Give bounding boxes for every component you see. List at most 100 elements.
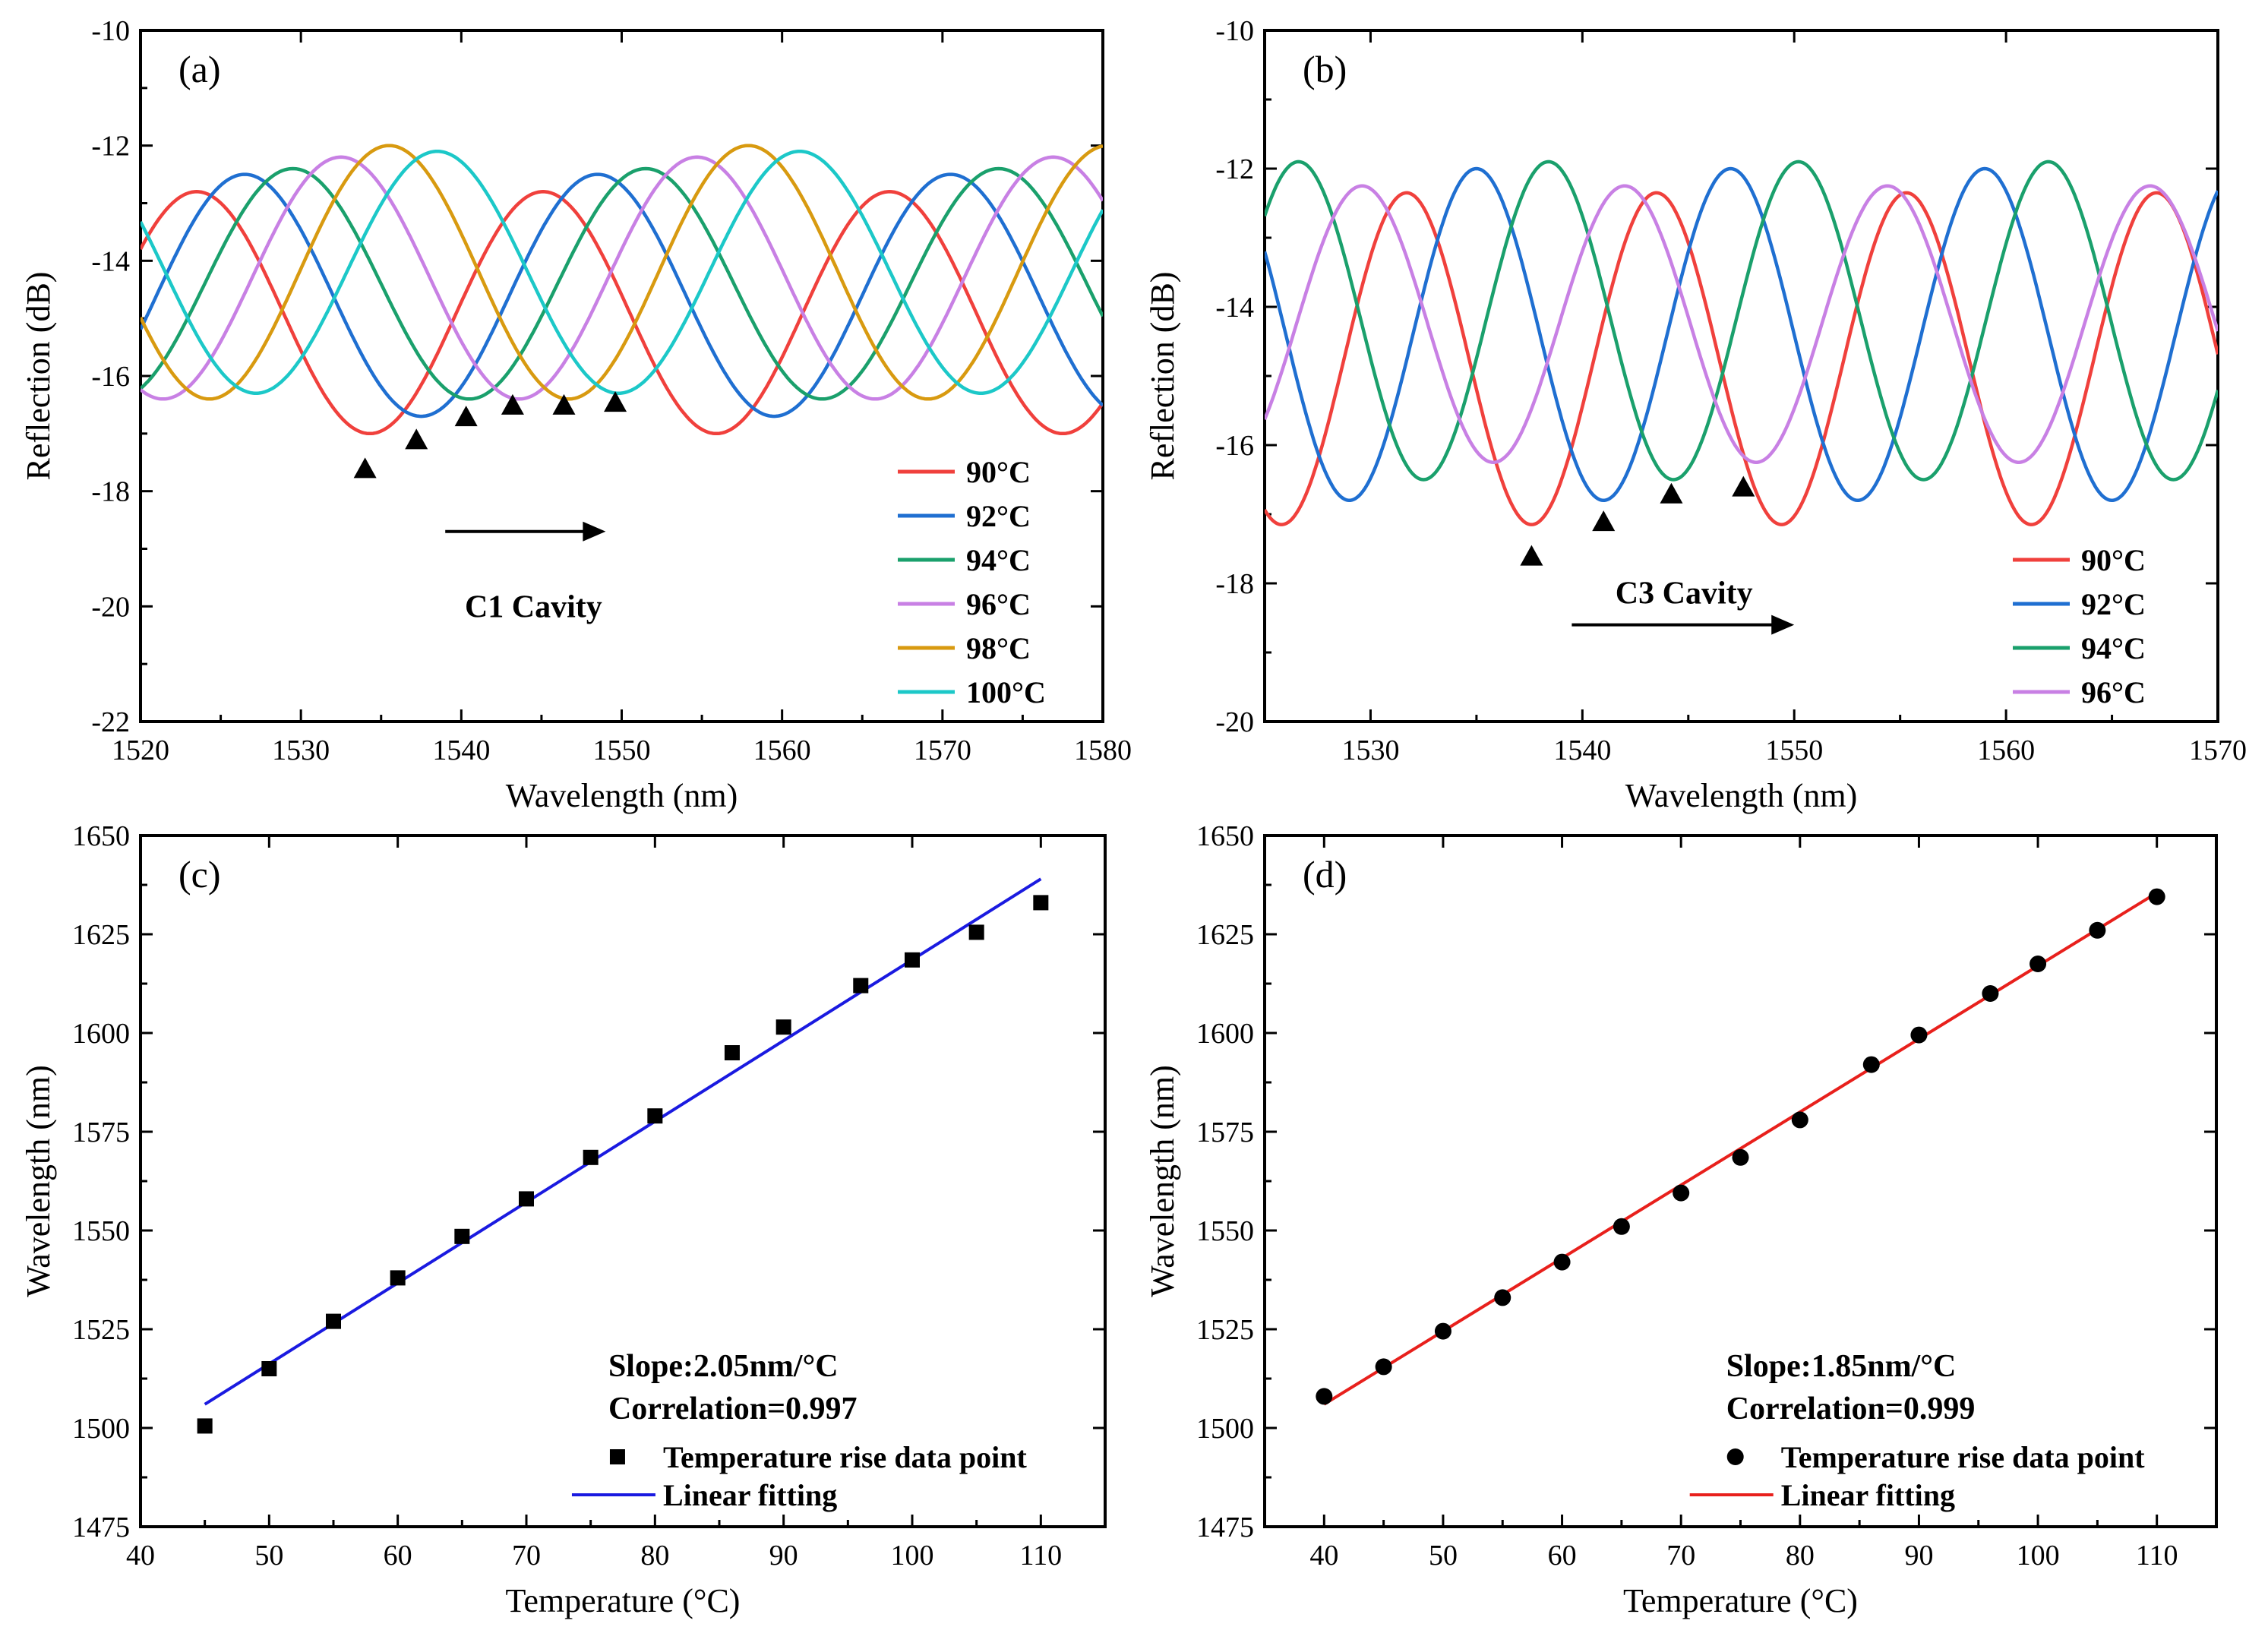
data-point bbox=[1553, 1253, 1571, 1271]
x-tick-label: 60 bbox=[384, 1540, 412, 1572]
y-tick-label: 1650 bbox=[72, 820, 130, 852]
legend-label: 100°C bbox=[966, 675, 1046, 709]
x-tick-label: 1560 bbox=[753, 734, 811, 766]
data-point bbox=[1862, 1056, 1880, 1073]
data-point bbox=[1613, 1218, 1630, 1235]
y-tick-label: 1600 bbox=[72, 1018, 130, 1050]
panel-label: (a) bbox=[178, 48, 221, 90]
fit-line bbox=[1323, 891, 2158, 1406]
x-axis-label: Wavelength (nm) bbox=[1625, 777, 1858, 814]
y-tick-label: -14 bbox=[1215, 292, 1254, 324]
x-tick-label: 80 bbox=[640, 1540, 669, 1572]
y-tick-label: -14 bbox=[91, 245, 130, 277]
x-tick-label: 1550 bbox=[593, 734, 651, 766]
arrow-head bbox=[1771, 614, 1795, 635]
y-tick-label: -10 bbox=[91, 15, 130, 47]
legend-label: Temperature rise data point bbox=[1781, 1440, 2146, 1474]
x-tick-label: 40 bbox=[126, 1540, 155, 1572]
data-point bbox=[326, 1313, 341, 1329]
x-tick-label: 1560 bbox=[1977, 734, 2035, 766]
x-tick-label: 110 bbox=[2136, 1540, 2178, 1572]
x-tick-label: 90 bbox=[1904, 1540, 1933, 1572]
x-axis-label: Wavelength (nm) bbox=[506, 777, 738, 814]
x-tick-label: 1520 bbox=[112, 734, 169, 766]
data-point bbox=[2089, 921, 2106, 939]
dip-marker bbox=[552, 393, 576, 415]
y-tick-label: 1550 bbox=[72, 1215, 130, 1247]
legend-label: Linear fitting bbox=[1781, 1478, 1955, 1512]
y-axis-label: Wavelength (nm) bbox=[20, 1065, 57, 1297]
y-tick-label: 1575 bbox=[1196, 1117, 1254, 1148]
dip-marker bbox=[1592, 510, 1616, 532]
spectrum-curve bbox=[141, 155, 1103, 401]
y-tick-label: -16 bbox=[91, 361, 130, 393]
legend-label: 98°C bbox=[966, 631, 1031, 665]
y-tick-label: -18 bbox=[1215, 568, 1254, 600]
x-tick-label: 1530 bbox=[1341, 734, 1399, 766]
dip-marker bbox=[1732, 475, 1755, 497]
spectrum-curve bbox=[1265, 184, 2218, 465]
legend-label: 92°C bbox=[2081, 587, 2146, 621]
data-point bbox=[1033, 895, 1049, 911]
data-point bbox=[968, 924, 984, 940]
data-point bbox=[647, 1108, 663, 1124]
x-tick-label: 50 bbox=[254, 1540, 283, 1572]
x-axis-label: Temperature (°C) bbox=[1623, 1582, 1858, 1619]
legend-label: 96°C bbox=[2081, 675, 2146, 709]
y-tick-label: 1475 bbox=[1196, 1512, 1254, 1543]
cavity-label: C3 Cavity bbox=[1616, 577, 1753, 611]
x-tick-label: 100 bbox=[891, 1540, 934, 1572]
data-point bbox=[1494, 1289, 1511, 1306]
legend-label: Temperature rise data point bbox=[663, 1440, 1028, 1474]
dip-marker bbox=[604, 391, 627, 412]
y-tick-label: 1500 bbox=[1196, 1413, 1254, 1445]
y-tick-label: -12 bbox=[1215, 153, 1254, 185]
x-tick-label: 80 bbox=[1786, 1540, 1815, 1572]
data-point bbox=[1910, 1026, 1928, 1044]
data-point bbox=[261, 1361, 277, 1376]
x-tick-label: 110 bbox=[1020, 1540, 1063, 1572]
panel-2: 40 50 60 70 80 90 100 110 1475 1500 1525 1550 1575 16… bbox=[20, 820, 1107, 1619]
fit-line bbox=[204, 877, 1042, 1406]
y-tick-label: -12 bbox=[91, 131, 130, 163]
correlation-text: Correlation=0.999 bbox=[1726, 1392, 1976, 1426]
y-tick-label: -16 bbox=[1215, 430, 1254, 462]
data-point bbox=[1434, 1322, 1451, 1340]
data-point bbox=[1375, 1358, 1392, 1376]
data-point bbox=[2030, 956, 2047, 972]
data-point bbox=[519, 1191, 534, 1207]
legend-label: Linear fitting bbox=[663, 1478, 837, 1512]
data-point bbox=[1316, 1388, 1333, 1405]
legend-label: 92°C bbox=[966, 499, 1031, 533]
y-tick-label: 1625 bbox=[72, 919, 130, 951]
y-tick-label: 1525 bbox=[1196, 1314, 1254, 1346]
panel-3: 40 50 60 70 80 90 100 110 1475 1500 1525 1550 1575 16… bbox=[1144, 820, 2218, 1619]
y-tick-label: 1475 bbox=[72, 1512, 130, 1543]
y-tick-label: -10 bbox=[1215, 15, 1254, 47]
data-point bbox=[1791, 1111, 1808, 1129]
y-axis-label: Reflection (dB) bbox=[20, 272, 57, 481]
y-tick-label: 1550 bbox=[1196, 1215, 1254, 1247]
y-axis-label: Wavelength (nm) bbox=[1144, 1065, 1181, 1297]
x-tick-label: 70 bbox=[512, 1540, 541, 1572]
spectrum-curve bbox=[141, 149, 1103, 396]
legend-label: 94°C bbox=[966, 543, 1031, 577]
data-point bbox=[905, 952, 920, 968]
legend-label: 96°C bbox=[966, 587, 1031, 621]
x-tick-label: 1570 bbox=[914, 734, 971, 766]
legend-label: 90°C bbox=[2081, 543, 2146, 577]
curves bbox=[141, 144, 1103, 436]
curves bbox=[1265, 160, 2218, 526]
y-tick-label: -20 bbox=[1215, 706, 1254, 738]
y-tick-label: -20 bbox=[91, 591, 130, 623]
legend-label: 94°C bbox=[2081, 631, 2146, 665]
dip-marker bbox=[405, 428, 428, 450]
panel-1: 1530 1540 1550 1560 1570 -20 -18 -16 -14 -12 -10 Wa… bbox=[1144, 15, 2247, 814]
x-tick-label: 40 bbox=[1309, 1540, 1338, 1572]
y-tick-label: -18 bbox=[91, 476, 130, 508]
y-tick-label: -22 bbox=[91, 706, 130, 738]
spectrum-curve bbox=[141, 190, 1103, 436]
data-point bbox=[1732, 1148, 1749, 1166]
panel-label: (b) bbox=[1303, 48, 1347, 90]
